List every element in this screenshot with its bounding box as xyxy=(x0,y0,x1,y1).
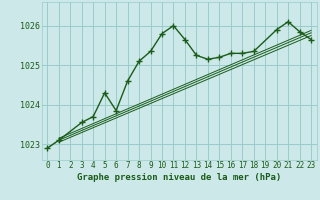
X-axis label: Graphe pression niveau de la mer (hPa): Graphe pression niveau de la mer (hPa) xyxy=(77,173,281,182)
